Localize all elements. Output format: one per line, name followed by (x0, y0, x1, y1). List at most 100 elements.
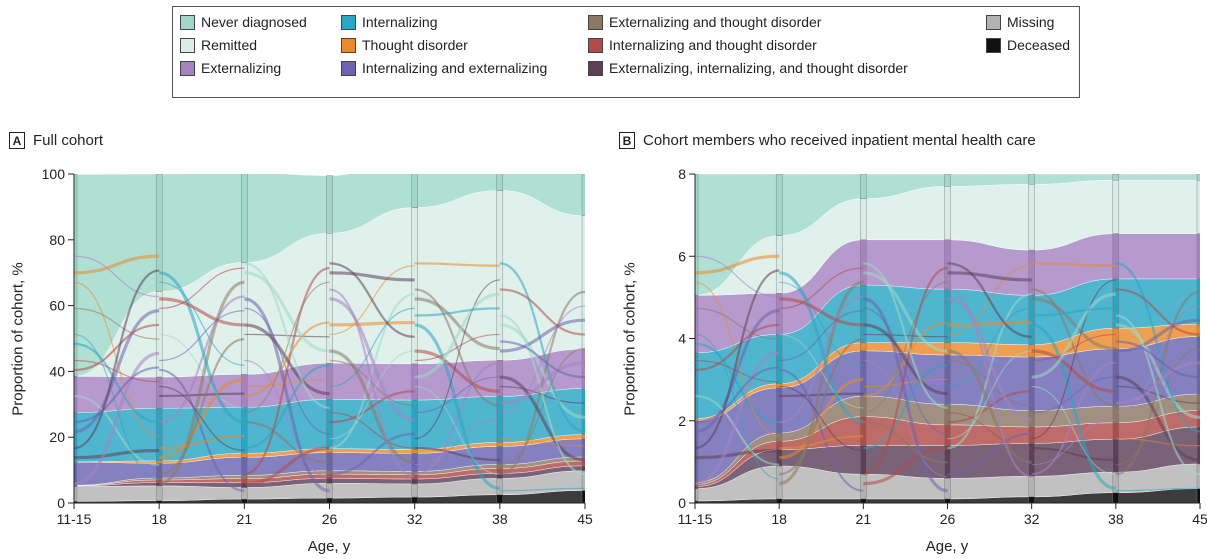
node-bar (860, 350, 867, 397)
legend-item: Thought disorder (341, 34, 468, 56)
crossing-flow (414, 376, 500, 414)
legend-item: Externalizing and thought disorder (588, 11, 821, 33)
node-bar (581, 174, 585, 216)
node-bar (581, 460, 585, 467)
node-bar (581, 434, 585, 440)
legend-label: Externalizing (201, 60, 282, 76)
crossing-flow (414, 297, 500, 351)
node-bar (1112, 406, 1120, 424)
crossing-flow (414, 385, 500, 475)
node-bar (581, 215, 585, 350)
legend-swatch (180, 14, 195, 30)
legend-label: Thought disorder (362, 37, 468, 53)
flow-band (947, 476, 1032, 500)
crossing-flow (778, 280, 864, 486)
node-bar (695, 500, 699, 503)
crossing-flow (499, 323, 585, 419)
node-bar (860, 395, 867, 417)
node-bar (411, 363, 418, 401)
crossing-flow (159, 338, 245, 476)
crossing-flow (244, 446, 330, 486)
crossing-flow (947, 288, 1032, 478)
node-bar (74, 462, 78, 486)
flow-band (947, 174, 1032, 187)
crossing-flow (159, 267, 245, 309)
node-bar (1196, 278, 1200, 325)
y-tick-label: 80 (49, 232, 65, 248)
crossing-flow (1115, 323, 1200, 419)
legend-item: Internalizing (341, 11, 438, 33)
crossing-flow (74, 359, 160, 383)
crossing-flow (1031, 361, 1116, 476)
node-bar (695, 352, 699, 419)
node-bar (860, 174, 867, 199)
x-tick-label: 11-15 (678, 511, 713, 527)
crossing-flow (695, 254, 780, 275)
crossing-flow (74, 307, 160, 340)
flow-band (329, 478, 415, 485)
panel-b-letter: B (619, 132, 635, 149)
node-bar (1196, 393, 1200, 411)
x-tick-label: 11-15 (57, 511, 92, 527)
node-bar (155, 174, 163, 292)
node-bar (74, 485, 78, 487)
crossing-flow (779, 297, 864, 327)
crossing-flow (499, 348, 585, 466)
legend-item: Internalizing and externalizing (341, 57, 547, 79)
crossing-flow (1031, 447, 1116, 462)
node-bar (1196, 463, 1200, 489)
crossing-flow (863, 271, 948, 353)
legend-item: Deceased (986, 34, 1070, 56)
crossing-flow (947, 350, 1032, 440)
crossing-flow (159, 310, 245, 362)
legend-swatch (341, 14, 356, 30)
node-bar (241, 453, 248, 458)
crossing-flow (695, 394, 780, 466)
node-bar (411, 207, 418, 365)
legend-swatch (588, 37, 603, 53)
flow-band (1115, 233, 1200, 280)
y-tick-label: 6 (678, 248, 686, 264)
crossing-flow (947, 307, 1032, 388)
node-bar (496, 442, 504, 447)
x-tick-label: 21 (237, 511, 253, 527)
node-bar (1112, 278, 1120, 329)
node-bar (326, 497, 333, 503)
node-bar (695, 488, 699, 502)
node-bar (695, 174, 699, 296)
crossing-flow (244, 420, 330, 464)
crossing-flow (695, 323, 780, 372)
legend-label: Never diagnosed (201, 14, 307, 30)
crossing-flow (244, 271, 330, 353)
crossing-flow (244, 266, 330, 476)
crossing-flow (1031, 385, 1116, 475)
y-tick-label: 100 (42, 166, 66, 182)
node-bar (1028, 356, 1035, 411)
crossing-flow (863, 359, 948, 478)
node-bar (1196, 488, 1200, 503)
crossing-flow (74, 333, 160, 480)
crossing-flow (244, 364, 330, 450)
crossing-flow (159, 368, 245, 492)
node-bar (411, 174, 418, 208)
flow-band (863, 239, 948, 290)
crossing-flow (863, 262, 948, 409)
node-bar (1196, 336, 1200, 395)
crossing-flow (1115, 375, 1200, 462)
node-bar (695, 418, 699, 421)
node-bar (1112, 422, 1120, 440)
node-bar (860, 445, 867, 475)
crossing-flow (1115, 314, 1200, 476)
x-tick-label: 18 (771, 511, 787, 527)
crossing-flow (778, 271, 864, 424)
flow-band (1115, 174, 1200, 181)
crossing-flow (1031, 279, 1116, 440)
crossing-flow (244, 281, 330, 414)
flow-band (74, 485, 160, 502)
node-bar (1028, 476, 1035, 498)
y-tick-label: 8 (678, 166, 686, 182)
node-bar (581, 490, 585, 503)
node-bar (581, 388, 585, 435)
node-bar (411, 483, 418, 498)
crossing-flow (329, 320, 415, 327)
